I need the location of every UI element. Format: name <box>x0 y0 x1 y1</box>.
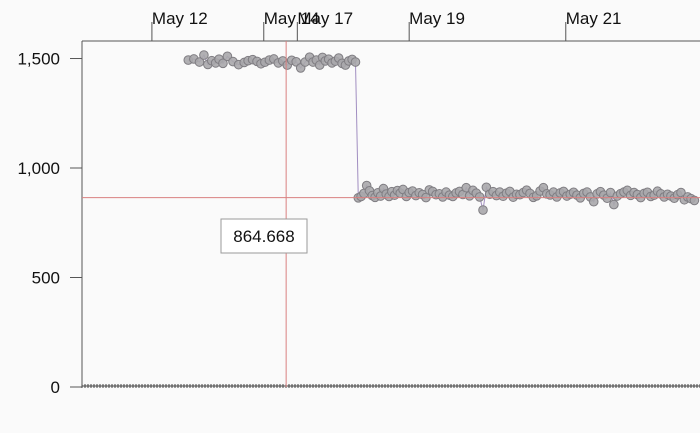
y-tick-label: 500 <box>32 269 60 288</box>
x-tick-label: May 19 <box>409 9 465 28</box>
crosshair-readout-box <box>220 218 308 254</box>
data-point <box>474 192 485 202</box>
x-tick-label: May 17 <box>297 9 353 28</box>
series-line <box>188 53 695 211</box>
series <box>183 50 700 215</box>
y-tick-label: 1,500 <box>17 50 60 69</box>
x-tick-label: May 21 <box>566 9 622 28</box>
y-tick-label: 0 <box>51 378 60 397</box>
crosshair-readout: 864.668 <box>233 227 294 246</box>
crosshair[interactable]: 864.668 <box>82 41 700 387</box>
data-point <box>350 57 361 67</box>
x-tick-label: May 12 <box>152 9 208 28</box>
data-point <box>609 199 619 210</box>
data-point <box>588 196 599 207</box>
data-point <box>689 195 700 206</box>
x-tick-label: May 14 <box>264 9 320 28</box>
y-tick-label: 1,000 <box>17 159 60 178</box>
data-point <box>478 205 488 215</box>
data-point <box>218 58 228 69</box>
baseline-marks <box>81 384 700 388</box>
data-point <box>199 50 209 60</box>
